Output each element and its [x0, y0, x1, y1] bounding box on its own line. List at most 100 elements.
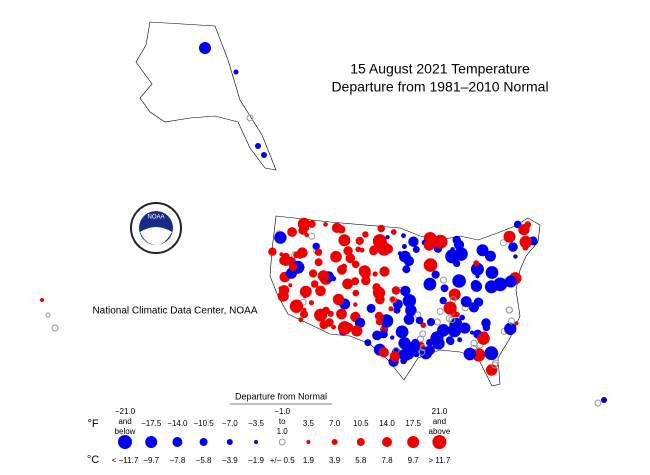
station-dot: [336, 308, 347, 320]
station-dot: [390, 335, 395, 340]
station-dot: [445, 315, 453, 323]
station-dot: [323, 222, 328, 227]
station-dot: [389, 295, 397, 303]
station-dot: [433, 318, 441, 326]
station-dot: [485, 266, 499, 279]
station-dot: [401, 233, 406, 239]
station-dot: [277, 290, 289, 302]
station-dot: [372, 283, 381, 292]
station-dot: [255, 143, 261, 149]
legend-f-label: −17.5: [141, 419, 162, 428]
station-dot: [314, 258, 323, 267]
station-dot: [470, 262, 484, 276]
station-dot: [452, 235, 461, 245]
station-dot: [308, 300, 314, 306]
station-dot: [440, 284, 447, 291]
station-dot: [402, 265, 411, 274]
station-dot: [391, 286, 401, 295]
station-dot: [343, 322, 354, 333]
station-dot: [287, 227, 297, 237]
legend-f-label: −10.5: [193, 419, 214, 428]
station-dot: [361, 275, 371, 286]
station-dot: [362, 231, 369, 238]
station-dot: [425, 345, 435, 355]
station-dot: [514, 321, 519, 326]
station-dot: [480, 331, 489, 340]
station-dot: [354, 317, 366, 328]
legend-f-label: 14.0: [379, 419, 395, 428]
station-dot: [274, 231, 287, 244]
station-dot: [601, 397, 607, 403]
legend-symbol: [356, 438, 365, 446]
station-dot: [268, 247, 277, 256]
legend-c-label: −9.7: [143, 456, 159, 465]
station-dot: [481, 318, 491, 328]
station-dot: [453, 259, 461, 268]
station-dot: [372, 271, 378, 277]
station-dot: [470, 339, 478, 347]
station-dot: [385, 235, 390, 240]
legend-f-label: and: [118, 417, 131, 426]
station-dot: [505, 306, 513, 314]
station-dot: [460, 296, 472, 308]
station-dot: [378, 347, 389, 358]
legend-f-label: and: [433, 417, 446, 426]
legend-f-label: 21.0: [432, 407, 448, 416]
station-dot: [351, 325, 363, 337]
station-dot: [470, 279, 481, 290]
station-dot: [484, 280, 498, 294]
station-dot: [423, 277, 437, 291]
station-dot: [366, 303, 376, 313]
station-dot: [293, 251, 300, 259]
station-dot: [470, 330, 474, 335]
station-dot: [431, 270, 440, 279]
station-dot: [463, 347, 477, 361]
station-dot: [457, 337, 463, 343]
station-dot: [423, 239, 435, 251]
station-dot: [405, 304, 417, 317]
station-dot: [418, 348, 426, 356]
station-dot: [332, 293, 345, 306]
station-dot: [337, 225, 346, 234]
legend-symbol: [432, 435, 447, 449]
station-dot: [408, 236, 419, 247]
station-dot: [484, 346, 499, 361]
station-dot: [343, 246, 353, 256]
station-dot: [351, 260, 360, 269]
station-dot: [440, 276, 447, 284]
station-dot: [401, 346, 415, 360]
station-dot: [447, 323, 462, 338]
station-dot: [446, 337, 455, 346]
station-dot: [353, 302, 358, 307]
station-dot: [330, 250, 342, 263]
legend-f-label: above: [429, 427, 451, 436]
station-dot: [400, 357, 407, 365]
svg-text:NOAA: NOAA: [147, 215, 164, 221]
legend-f-label: 10.5: [353, 419, 369, 428]
station-dot: [419, 330, 427, 338]
station-dot: [288, 262, 298, 272]
station-dot: [374, 311, 384, 321]
station-dot: [322, 306, 330, 315]
legend-symbol: [278, 438, 286, 446]
station-dot: [298, 317, 304, 323]
legend-f-label: −14.0: [167, 419, 188, 428]
station-dot: [491, 361, 499, 369]
legend-f-label: 7.0: [329, 419, 341, 428]
legend-f-label: 3.5: [303, 419, 315, 428]
station-dot: [351, 279, 356, 284]
station-dot: [476, 244, 489, 257]
legend-f-label: −7.0: [222, 419, 238, 428]
station-dot: [379, 314, 394, 328]
station-dot: [360, 268, 371, 279]
station-dot: [317, 287, 326, 296]
station-dot: [400, 285, 411, 297]
legend-f-label: 1.0: [277, 427, 289, 436]
station-dot: [379, 266, 390, 277]
station-dot: [233, 69, 239, 75]
station-dot: [485, 364, 498, 376]
station-dot: [473, 297, 484, 307]
legend-c-label: −7.8: [170, 456, 186, 465]
station-dot: [388, 306, 394, 312]
